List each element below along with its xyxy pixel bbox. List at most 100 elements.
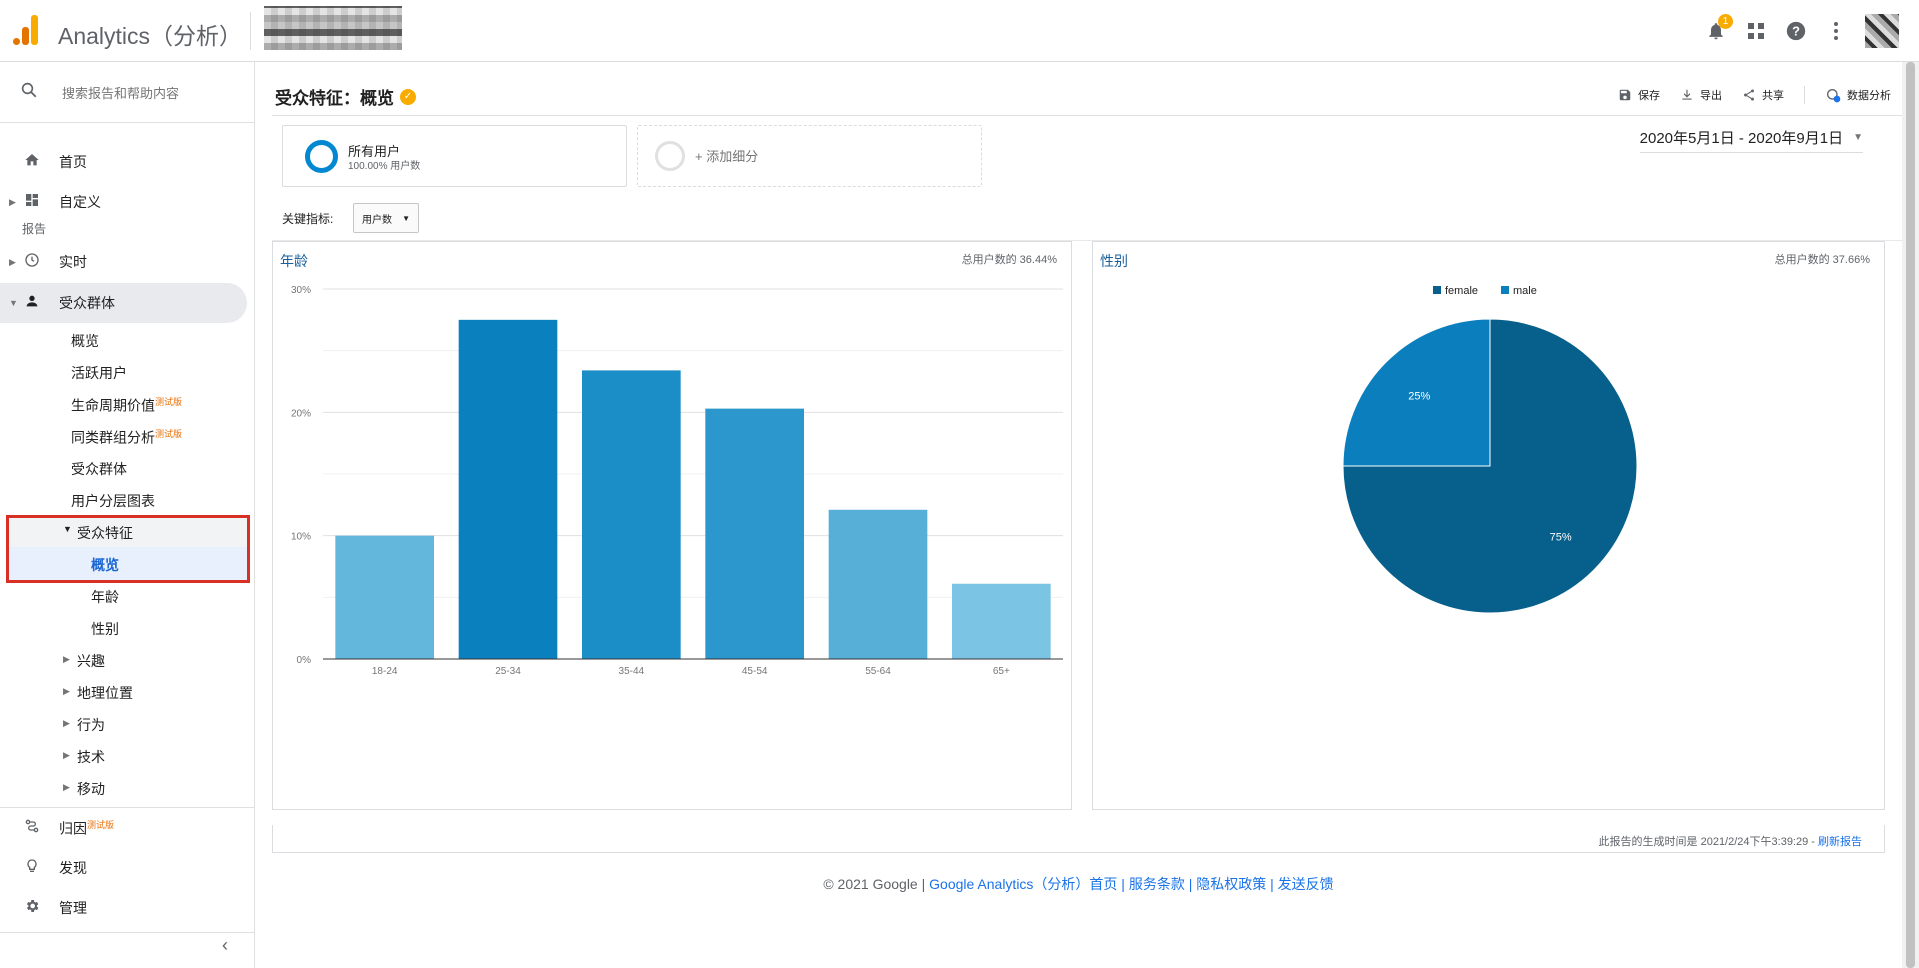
age-panel-title[interactable]: 年龄 [280, 253, 308, 269]
age-panel: 年龄 总用户数的 36.44% 0% 10% 20% 30% 18-24 25-34 35-… [272, 241, 1072, 810]
top-icons: 1 ? [1705, 14, 1899, 48]
demographics-header-background [9, 518, 247, 547]
bar-65+ [952, 583, 1051, 659]
chevron-right-icon: ▶ [63, 654, 70, 664]
nav-audience-overview[interactable]: 概览 [71, 333, 99, 349]
scrollbar[interactable] [1902, 62, 1919, 968]
bar-35-44 [582, 370, 681, 659]
x-tick-label: 18-24 [372, 666, 398, 677]
segment-empty-ring-icon [655, 141, 685, 171]
legend-label-female: female [1445, 285, 1478, 297]
nav-mobile[interactable]: 移动 [77, 781, 105, 797]
nav-realtime[interactable]: ▶ 实时 [0, 242, 247, 282]
date-range-picker[interactable]: 2020年5月1日 - 2020年9月1日 ▼ [1639, 127, 1863, 153]
legend-swatch-female [1433, 286, 1441, 294]
nav-admin-label: 管理 [59, 900, 87, 916]
gear-icon [22, 898, 42, 919]
add-segment-button[interactable]: + 添加细分 [637, 125, 982, 187]
page-title-text: 受众特征：概览 [275, 89, 394, 108]
divider [0, 932, 255, 933]
nav-lifetime-value[interactable]: 生命周期价值测试版 [71, 395, 182, 416]
nav-demographics[interactable]: 受众特征 [77, 525, 133, 541]
avatar[interactable] [1865, 14, 1899, 48]
chevron-right-icon: ▶ [9, 256, 16, 267]
nav-demographics-overview[interactable]: 概览 [91, 557, 119, 573]
export-label: 导出 [1700, 90, 1722, 102]
more-vert-icon[interactable] [1825, 20, 1847, 42]
chevron-down-icon: ▼ [9, 298, 18, 308]
bar-25-34 [458, 319, 558, 659]
segment-share: 100.00% 用户数 [348, 161, 421, 172]
date-range-text: 2020年5月1日 - 2020年9月1日 [1639, 130, 1844, 147]
clock-icon [22, 252, 42, 273]
collapse-sidebar-icon[interactable]: ‹ [222, 935, 228, 955]
nav-audience[interactable]: ▼ 受众群体 [0, 283, 247, 323]
search-input[interactable]: 搜索报告和帮助内容 [62, 85, 180, 101]
gender-panel-share: 总用户数的 37.66% [1774, 254, 1870, 266]
apps-grid-icon[interactable] [1745, 20, 1767, 42]
share-button[interactable]: 共享 [1742, 87, 1784, 103]
save-label: 保存 [1638, 90, 1660, 102]
generated-time-text: 此报告的生成时间是 2021/2/24下午3:39:29 - [1598, 836, 1818, 848]
search-box[interactable]: 搜索报告和帮助内容 [0, 62, 255, 122]
nav-technology[interactable]: 技术 [77, 749, 105, 765]
nav-active-users[interactable]: 活跃用户 [71, 365, 127, 381]
nav-admin[interactable]: 管理 [0, 888, 247, 928]
chevron-right-icon: ▶ [63, 686, 70, 696]
nav-home[interactable]: 首页 [0, 142, 247, 182]
x-tick-label: 45-54 [742, 666, 768, 677]
highlight-annotation [6, 515, 250, 583]
age-bar-chart: 0% 10% 20% 30% 18-24 25-34 35-44 45-54 55-64 65+ [291, 285, 1063, 677]
analytics-logo-icon[interactable] [13, 15, 41, 45]
search-icon [20, 81, 42, 104]
main-content: 受众特征：概览 ✓ 保存 导出 共享 数据分析 所有用户 100.00% 用户数… [272, 62, 1902, 968]
key-metric-value: 用户数 [362, 214, 392, 226]
save-button[interactable]: 保存 [1618, 87, 1660, 103]
help-icon[interactable]: ? [1785, 20, 1807, 42]
copyright-footer: © 2021 Google | Google Analytics（分析）首页 |… [272, 874, 1885, 894]
selected-item-background [9, 547, 247, 580]
app-title[interactable]: Analytics（分析） [58, 23, 243, 49]
segment-ring-icon [305, 140, 338, 173]
chevron-down-icon: ▼ [1853, 132, 1863, 143]
notification-badge: 1 [1718, 14, 1733, 29]
copyright-text: © 2021 Google | [823, 876, 930, 892]
y-tick-label: 30% [291, 285, 311, 296]
x-tick-label: 55-64 [865, 666, 891, 677]
pie-slice-male [1342, 318, 1491, 467]
chevron-down-icon: ▼ [402, 213, 410, 223]
beta-badge: 测试版 [87, 819, 115, 830]
nav-demographics-gender[interactable]: 性别 [91, 621, 119, 637]
nav-demographics-age[interactable]: 年龄 [91, 589, 119, 605]
nav-interests[interactable]: 兴趣 [77, 653, 105, 669]
chevron-right-icon: ▶ [63, 782, 70, 792]
section-reports-heading: 报告 [22, 222, 47, 236]
chevron-down-icon: ▼ [63, 524, 72, 534]
divider [272, 240, 1902, 241]
nav-customize[interactable]: ▶ 自定义 [0, 182, 247, 222]
refresh-report-link[interactable]: 刷新报告 [1818, 836, 1862, 848]
lightbulb-icon [22, 858, 42, 879]
pie-label-male: 25% [1408, 390, 1430, 402]
footer-links[interactable]: Google Analytics（分析）首页 | 服务条款 | 隐私权政策 | … [929, 876, 1334, 892]
segment-all-users[interactable]: 所有用户 100.00% 用户数 [282, 125, 627, 187]
nav-user-explorer[interactable]: 用户分层图表 [71, 493, 155, 509]
y-tick-label: 0% [297, 655, 312, 666]
dashboard-icon [22, 192, 42, 213]
insights-button[interactable]: 数据分析 [1825, 87, 1891, 103]
account-selector[interactable] [264, 6, 402, 50]
nav-attribution[interactable]: 归因测试版 [0, 808, 247, 848]
scrollbar-thumb[interactable] [1906, 62, 1915, 968]
nav-audience-label: 受众群体 [59, 295, 115, 311]
nav-geo[interactable]: 地理位置 [77, 685, 133, 701]
key-metric-dropdown[interactable]: 用户数 ▼ [353, 203, 419, 233]
gender-panel-title[interactable]: 性别 [1100, 253, 1128, 269]
bell-icon[interactable]: 1 [1705, 14, 1733, 42]
nav-discover[interactable]: 发现 [0, 848, 247, 888]
divider [0, 807, 255, 808]
export-button[interactable]: 导出 [1680, 87, 1722, 103]
nav-behavior[interactable]: 行为 [77, 717, 105, 733]
nav-cohort-analysis[interactable]: 同类群组分析测试版 [71, 427, 182, 448]
nav-audiences[interactable]: 受众群体 [71, 461, 127, 477]
svg-text:?: ? [1792, 24, 1800, 39]
